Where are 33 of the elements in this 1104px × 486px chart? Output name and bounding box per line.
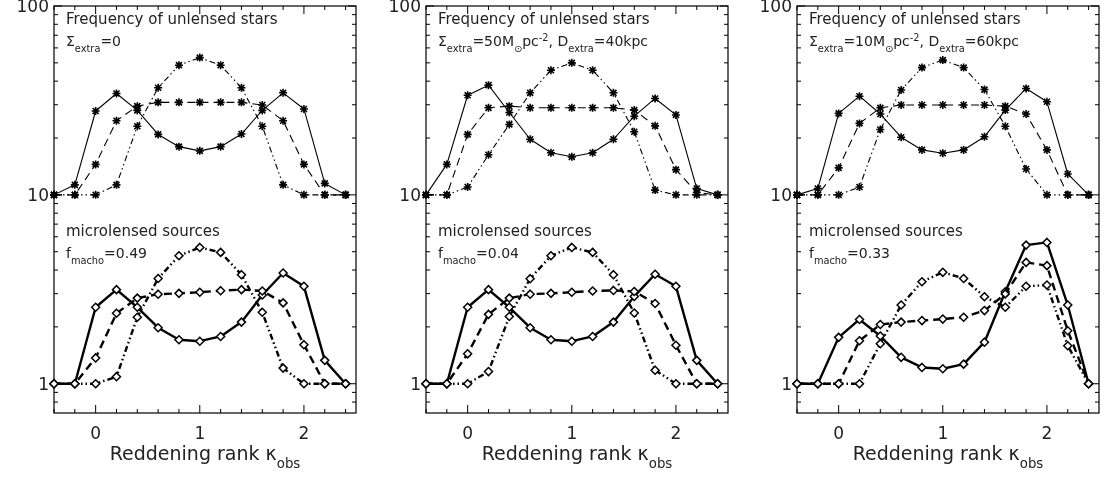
x-axis-title: Reddening rank κ$_{obs}$ xyxy=(109,442,301,471)
text: Σ$_{extra}$=10M$_{⊙}$pc$^{-2}$, D$_{extra}$=60kpc xyxy=(809,31,1020,54)
x-axis-title: Reddening rank κ$_{obs}$ xyxy=(481,442,673,471)
x-tick-label: 0 xyxy=(90,423,102,443)
y-tick-label: 100 xyxy=(759,0,792,16)
x-tick-label: 2 xyxy=(670,423,682,443)
x-tick-label: 1 xyxy=(566,423,578,443)
y-tick-label: 10 xyxy=(399,184,421,205)
annotation: microlensed sources xyxy=(438,222,593,240)
x-axis-title: Reddening rank κ$_{obs}$ xyxy=(852,442,1044,471)
x-tick-label: 2 xyxy=(1041,423,1053,443)
annotation: Frequency of unlensed stars xyxy=(438,10,650,28)
y-tick-label: 1 xyxy=(38,373,49,394)
y-tick-label: 10 xyxy=(770,184,792,205)
y-tick-label: 1 xyxy=(781,373,792,394)
y-tick-label: 100 xyxy=(388,0,421,16)
annotation: Σ$_{extra}$=0 xyxy=(66,33,122,54)
annotation: f$_{macho}$=0.33 xyxy=(809,245,890,266)
annotation: microlensed sources xyxy=(66,222,221,240)
annotation: Frequency of unlensed stars xyxy=(809,10,1021,28)
x-tick-label: 2 xyxy=(298,423,310,443)
annotation: f$_{macho}$=0.04 xyxy=(438,245,520,266)
annotation: Frequency of unlensed stars xyxy=(66,10,278,28)
annotation: f$_{macho}$=0.49 xyxy=(66,245,147,266)
x-tick-label: 0 xyxy=(833,423,845,443)
y-tick-label: 10 xyxy=(27,184,49,205)
text: Σ$_{extra}$=50M$_{⊙}$pc$^{-2}$, D$_{extra}$=40kpc xyxy=(438,31,649,54)
y-tick-label: 100 xyxy=(16,0,49,16)
x-tick-label: 1 xyxy=(194,423,206,443)
x-tick-label: 1 xyxy=(937,423,949,443)
annotation: microlensed sources xyxy=(809,222,964,240)
x-tick-label: 0 xyxy=(462,423,474,443)
y-tick-label: 1 xyxy=(410,373,421,394)
